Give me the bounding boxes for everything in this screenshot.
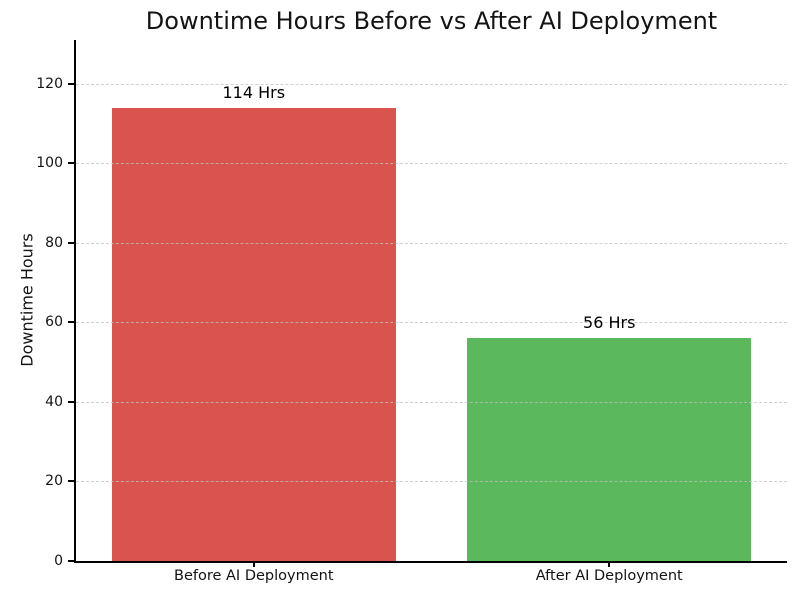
gridline [76,401,787,403]
y-tick-label: 40 [45,393,63,410]
x-tick-mark [252,561,255,567]
y-tick-label: 120 [36,75,63,92]
y-tick-mark [68,162,74,165]
y-tick-mark [68,400,74,403]
x-tick-label: Before AI Deployment [173,568,334,584]
y-tick-label: 80 [45,234,63,251]
y-axis-spine [74,40,76,563]
y-tick-mark [68,321,74,324]
x-tick-mark [608,561,611,567]
gridline [76,163,787,165]
y-tick-label: 60 [45,314,63,331]
gridline [76,242,787,244]
bar-after-ai-deployment [467,338,752,561]
y-tick-mark [68,560,74,562]
y-tick-label: 100 [36,155,63,172]
bar-value-label: 56 Hrs [583,313,636,333]
y-tick-label: 20 [45,473,63,490]
y-tick-label: 0 [54,553,63,569]
gridline [76,322,787,324]
x-axis-spine [74,561,787,563]
bar-before-ai-deployment [111,107,396,561]
plot-area: 114 Hrs 56 Hrs 0 20 40 60 80 100 120 Before AI … [36,40,787,584]
gridline [76,481,787,483]
y-tick-mark [68,241,74,244]
x-tick-label: After AI Deployment [535,568,683,584]
bar-value-label: 114 Hrs [222,82,286,102]
y-tick-mark [68,480,74,483]
gridline [76,83,787,85]
y-axis-label: Downtime Hours [17,233,37,367]
chart-title: Downtime Hours Before vs After AI Deploy… [145,7,718,35]
y-tick-mark [68,82,74,85]
